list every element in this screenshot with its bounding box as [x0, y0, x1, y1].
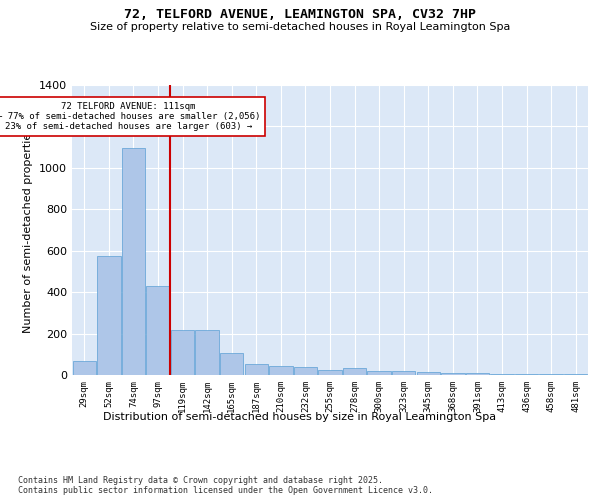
Bar — [73, 360, 96, 375]
Bar — [294, 366, 317, 375]
Bar — [220, 353, 244, 375]
Bar — [343, 368, 366, 375]
Bar — [245, 364, 268, 375]
Bar — [392, 371, 415, 375]
Y-axis label: Number of semi-detached properties: Number of semi-detached properties — [23, 127, 34, 333]
Text: 72 TELFORD AVENUE: 111sqm
← 77% of semi-detached houses are smaller (2,056)
23% : 72 TELFORD AVENUE: 111sqm ← 77% of semi-… — [0, 102, 260, 132]
Bar — [196, 330, 219, 375]
Bar — [490, 374, 514, 375]
Text: Size of property relative to semi-detached houses in Royal Leamington Spa: Size of property relative to semi-detach… — [90, 22, 510, 32]
Bar — [269, 366, 293, 375]
Bar — [171, 330, 194, 375]
Text: Contains HM Land Registry data © Crown copyright and database right 2025.
Contai: Contains HM Land Registry data © Crown c… — [18, 476, 433, 495]
Bar — [146, 286, 170, 375]
Text: 72, TELFORD AVENUE, LEAMINGTON SPA, CV32 7HP: 72, TELFORD AVENUE, LEAMINGTON SPA, CV32… — [124, 8, 476, 20]
Bar — [416, 372, 440, 375]
Bar — [122, 148, 145, 375]
Bar — [539, 374, 563, 375]
Text: Distribution of semi-detached houses by size in Royal Leamington Spa: Distribution of semi-detached houses by … — [103, 412, 497, 422]
Bar — [319, 370, 341, 375]
Bar — [367, 371, 391, 375]
Bar — [97, 256, 121, 375]
Bar — [441, 373, 464, 375]
Bar — [466, 374, 489, 375]
Bar — [515, 374, 538, 375]
Bar — [564, 374, 587, 375]
